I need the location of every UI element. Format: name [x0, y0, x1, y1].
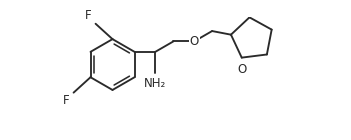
Text: F: F: [63, 94, 70, 107]
Text: NH₂: NH₂: [144, 77, 166, 90]
Text: O: O: [190, 35, 199, 48]
Text: O: O: [237, 63, 246, 76]
Text: F: F: [85, 9, 92, 22]
